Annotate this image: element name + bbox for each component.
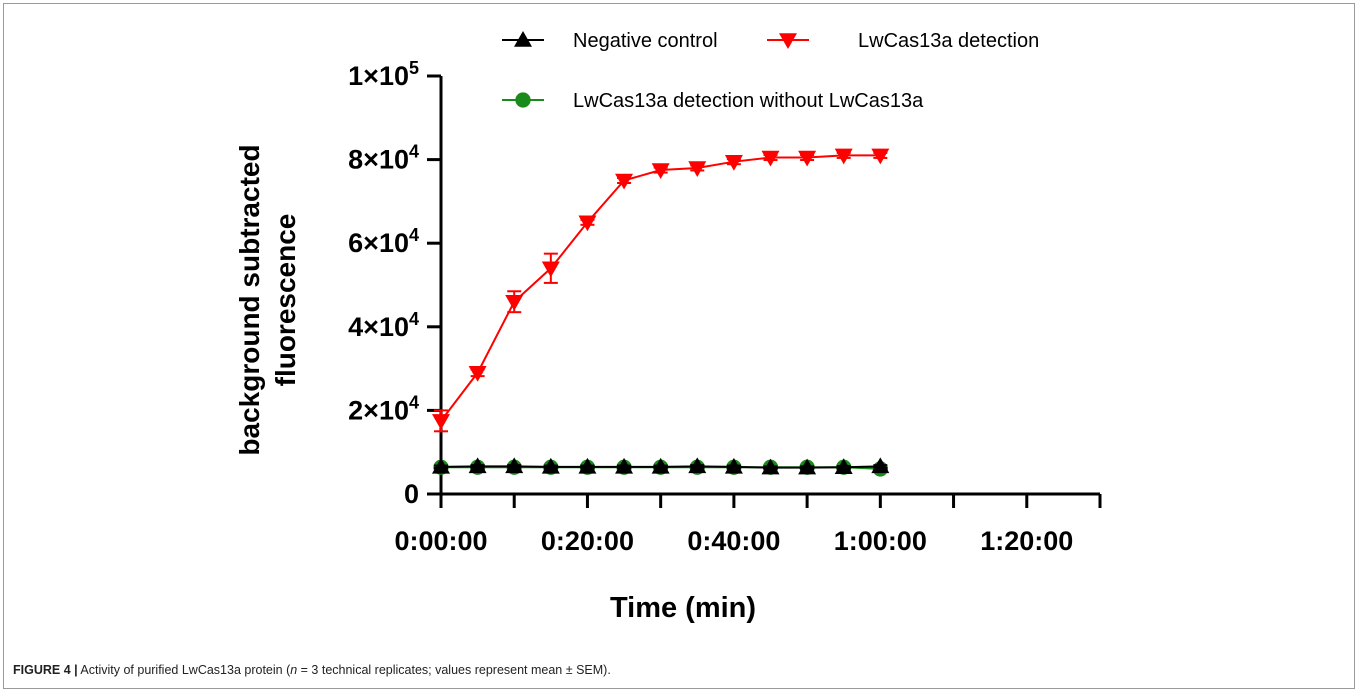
data-point [578,457,597,474]
y-tick-label: 1×105 [348,58,419,91]
y-tick-label: 6×104 [348,225,419,258]
data-point [468,457,487,474]
data-point [688,161,707,177]
data-point [871,457,890,474]
legend-entry: LwCas13a detection [767,30,1039,52]
data-point [761,458,780,475]
chart-legend: Negative control LwCas13a detection LwCas1… [502,30,1039,112]
caption-text-a: Activity of purified LwCas13a protein ( [77,663,291,677]
data-point [541,457,560,474]
data-point [432,457,450,474]
data-point [798,458,817,475]
data-point [724,457,743,474]
figure-caption: FIGURE 4 | Activity of purified LwCas13a… [13,663,611,677]
legend-marker [515,92,531,108]
chart-axes: 0 2×104 4×104 6×104 8×104 1×105 0:00:00 0:20:00… [348,58,1102,556]
x-tick-label: 0:20:00 [541,526,634,556]
data-point [541,261,560,278]
y-tick-label: 8×104 [348,142,419,175]
legend-label: Negative control [573,30,718,52]
data-point [688,457,707,474]
x-tick-label: 1:20:00 [980,526,1073,556]
series-line [440,154,881,422]
x-axis-label: Time (min) [610,592,756,624]
caption-label: FIGURE 4 | [13,663,78,677]
legend-marker [514,31,532,47]
series-lwcas13a-detection [432,148,890,433]
data-point [468,366,487,382]
caption-n-symbol: n [290,663,298,677]
data-point [724,154,743,171]
data-point [651,457,670,474]
x-tick-label: 0:40:00 [687,526,780,556]
y-tick-label: 0 [404,479,419,509]
chart-series [432,148,890,477]
data-point [651,163,670,180]
y-tick-label: 2×104 [348,392,419,425]
data-point [834,458,853,474]
data-point [615,173,634,190]
legend-label: LwCas13a detection without LwCas13a [573,90,924,112]
x-tick-label: 0:00:00 [394,526,487,556]
data-point [578,215,597,232]
data-point [761,150,780,167]
y-axis-label-line2: fluorescence [270,214,301,387]
series-negative-control [432,457,890,475]
y-axis-label-line1: background subtracted [234,144,265,455]
legend-marker [779,33,797,49]
legend-entry: Negative control [502,30,718,52]
data-point [615,457,634,474]
caption-text-b: = 3 technical replicates; values represe… [297,663,611,677]
data-point [505,457,524,474]
y-tick-label: 4×104 [348,309,419,342]
figure-frame [3,3,1355,689]
legend-label: LwCas13a detection [858,30,1039,52]
data-point [432,414,450,430]
legend-entry: LwCas13a detection without LwCas13a [502,90,924,112]
data-point [834,148,853,165]
data-point [505,294,524,311]
data-point [871,148,890,165]
x-tick-label: 1:00:00 [834,526,927,556]
data-point [798,150,817,167]
